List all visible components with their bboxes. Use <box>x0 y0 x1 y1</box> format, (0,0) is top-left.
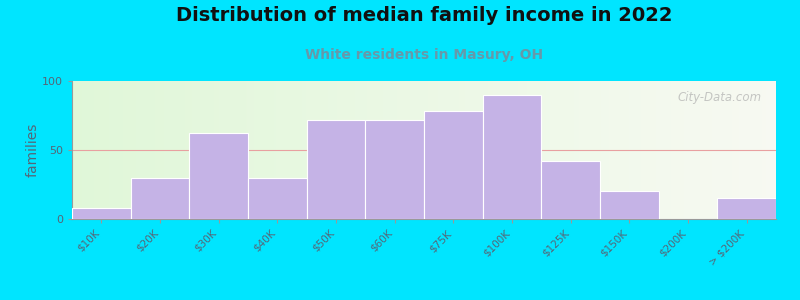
Bar <box>424 111 482 219</box>
Bar <box>718 198 776 219</box>
Y-axis label: families: families <box>25 123 39 177</box>
Bar <box>306 120 366 219</box>
Bar <box>190 134 248 219</box>
Bar <box>130 178 190 219</box>
Bar <box>366 120 424 219</box>
Bar <box>482 95 542 219</box>
Bar <box>600 191 658 219</box>
Bar <box>542 161 600 219</box>
Text: City-Data.com: City-Data.com <box>678 91 762 104</box>
Bar <box>72 208 130 219</box>
Text: White residents in Masury, OH: White residents in Masury, OH <box>305 48 543 62</box>
Bar <box>248 178 306 219</box>
Text: Distribution of median family income in 2022: Distribution of median family income in … <box>176 6 672 25</box>
